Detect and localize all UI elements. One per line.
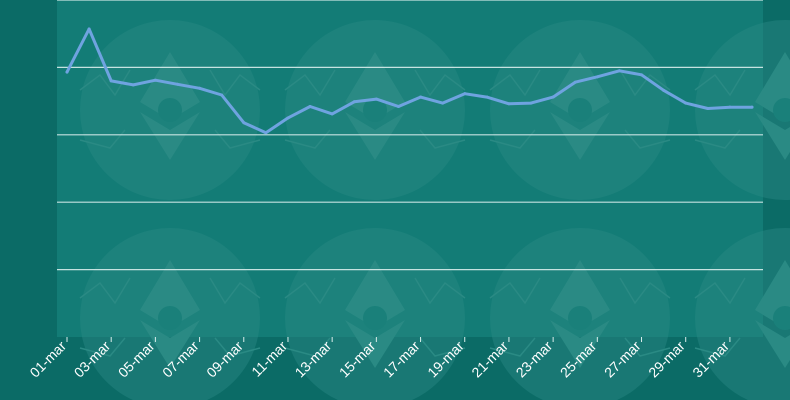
watermark-center — [158, 306, 182, 330]
series-layer — [65, 27, 754, 135]
ethereum-logo-icon — [489, 20, 671, 200]
data-point — [131, 83, 135, 87]
ethereum-logo-icon — [284, 228, 466, 400]
watermark-center — [773, 98, 790, 122]
data-point — [330, 112, 334, 116]
data-point — [441, 101, 445, 105]
watermark-diamond-bottom — [140, 320, 200, 368]
data-point — [485, 95, 489, 99]
data-point — [352, 100, 356, 104]
data-point — [87, 27, 91, 31]
data-point — [374, 97, 378, 101]
data-point — [529, 101, 533, 105]
watermark-diamond-bottom — [550, 112, 610, 160]
data-point — [750, 105, 754, 109]
watermark-disc — [695, 20, 790, 200]
data-point — [109, 79, 113, 83]
watermark-center — [568, 306, 592, 330]
data-point — [706, 107, 710, 111]
watermark-diamond-bottom — [755, 112, 790, 160]
ethereum-logo-icon — [694, 228, 790, 400]
watermark-network — [694, 277, 746, 357]
ethereum-logo-icon — [489, 228, 671, 400]
data-point — [220, 93, 224, 97]
data-point — [264, 131, 268, 135]
watermark-diamond-bottom — [345, 112, 405, 160]
watermark-diamond-top — [140, 52, 200, 120]
watermark-center — [363, 98, 387, 122]
data-point — [286, 116, 290, 120]
data-point — [308, 104, 312, 108]
data-point — [65, 70, 69, 74]
watermark-network — [79, 277, 261, 357]
data-point — [419, 95, 423, 99]
watermark-network — [489, 69, 671, 149]
data-point — [662, 88, 666, 92]
watermark-network — [489, 277, 671, 357]
data-point — [617, 69, 621, 73]
ethereum-logo-icon — [79, 20, 261, 200]
watermark-diamond-top — [345, 260, 405, 328]
data-point — [640, 73, 644, 77]
watermark-diamond-bottom — [755, 320, 790, 368]
data-point — [396, 104, 400, 108]
watermark-layer — [79, 20, 790, 400]
watermark-diamond-top — [550, 52, 610, 120]
ethereum-logo-icon — [79, 228, 261, 400]
series-line — [65, 27, 754, 135]
watermark-network — [79, 69, 261, 149]
watermark-diamond-bottom — [140, 112, 200, 160]
data-point — [153, 78, 157, 82]
data-point — [573, 80, 577, 84]
watermark-diamond-top — [140, 260, 200, 328]
ethereum-logo-icon — [694, 20, 790, 200]
data-point — [595, 75, 599, 79]
watermark-center — [568, 98, 592, 122]
watermark-disc — [695, 228, 790, 400]
ethereum-logo-icon — [284, 20, 466, 200]
watermark-center — [773, 306, 790, 330]
data-point — [507, 102, 511, 106]
gridlines — [57, 0, 763, 271]
data-point — [463, 92, 467, 96]
watermark-network — [284, 69, 466, 149]
watermark-network — [694, 69, 746, 149]
data-point — [198, 86, 202, 90]
data-point — [684, 101, 688, 105]
data-point — [242, 121, 246, 125]
watermark-diamond-top — [550, 260, 610, 328]
watermark-center — [363, 306, 387, 330]
watermark-diamond-bottom — [550, 320, 610, 368]
watermark-center — [158, 98, 182, 122]
data-point — [175, 82, 179, 86]
watermark-diamond-bottom — [345, 320, 405, 368]
data-point — [728, 105, 732, 109]
watermark-network — [284, 277, 466, 357]
data-point — [551, 95, 555, 99]
